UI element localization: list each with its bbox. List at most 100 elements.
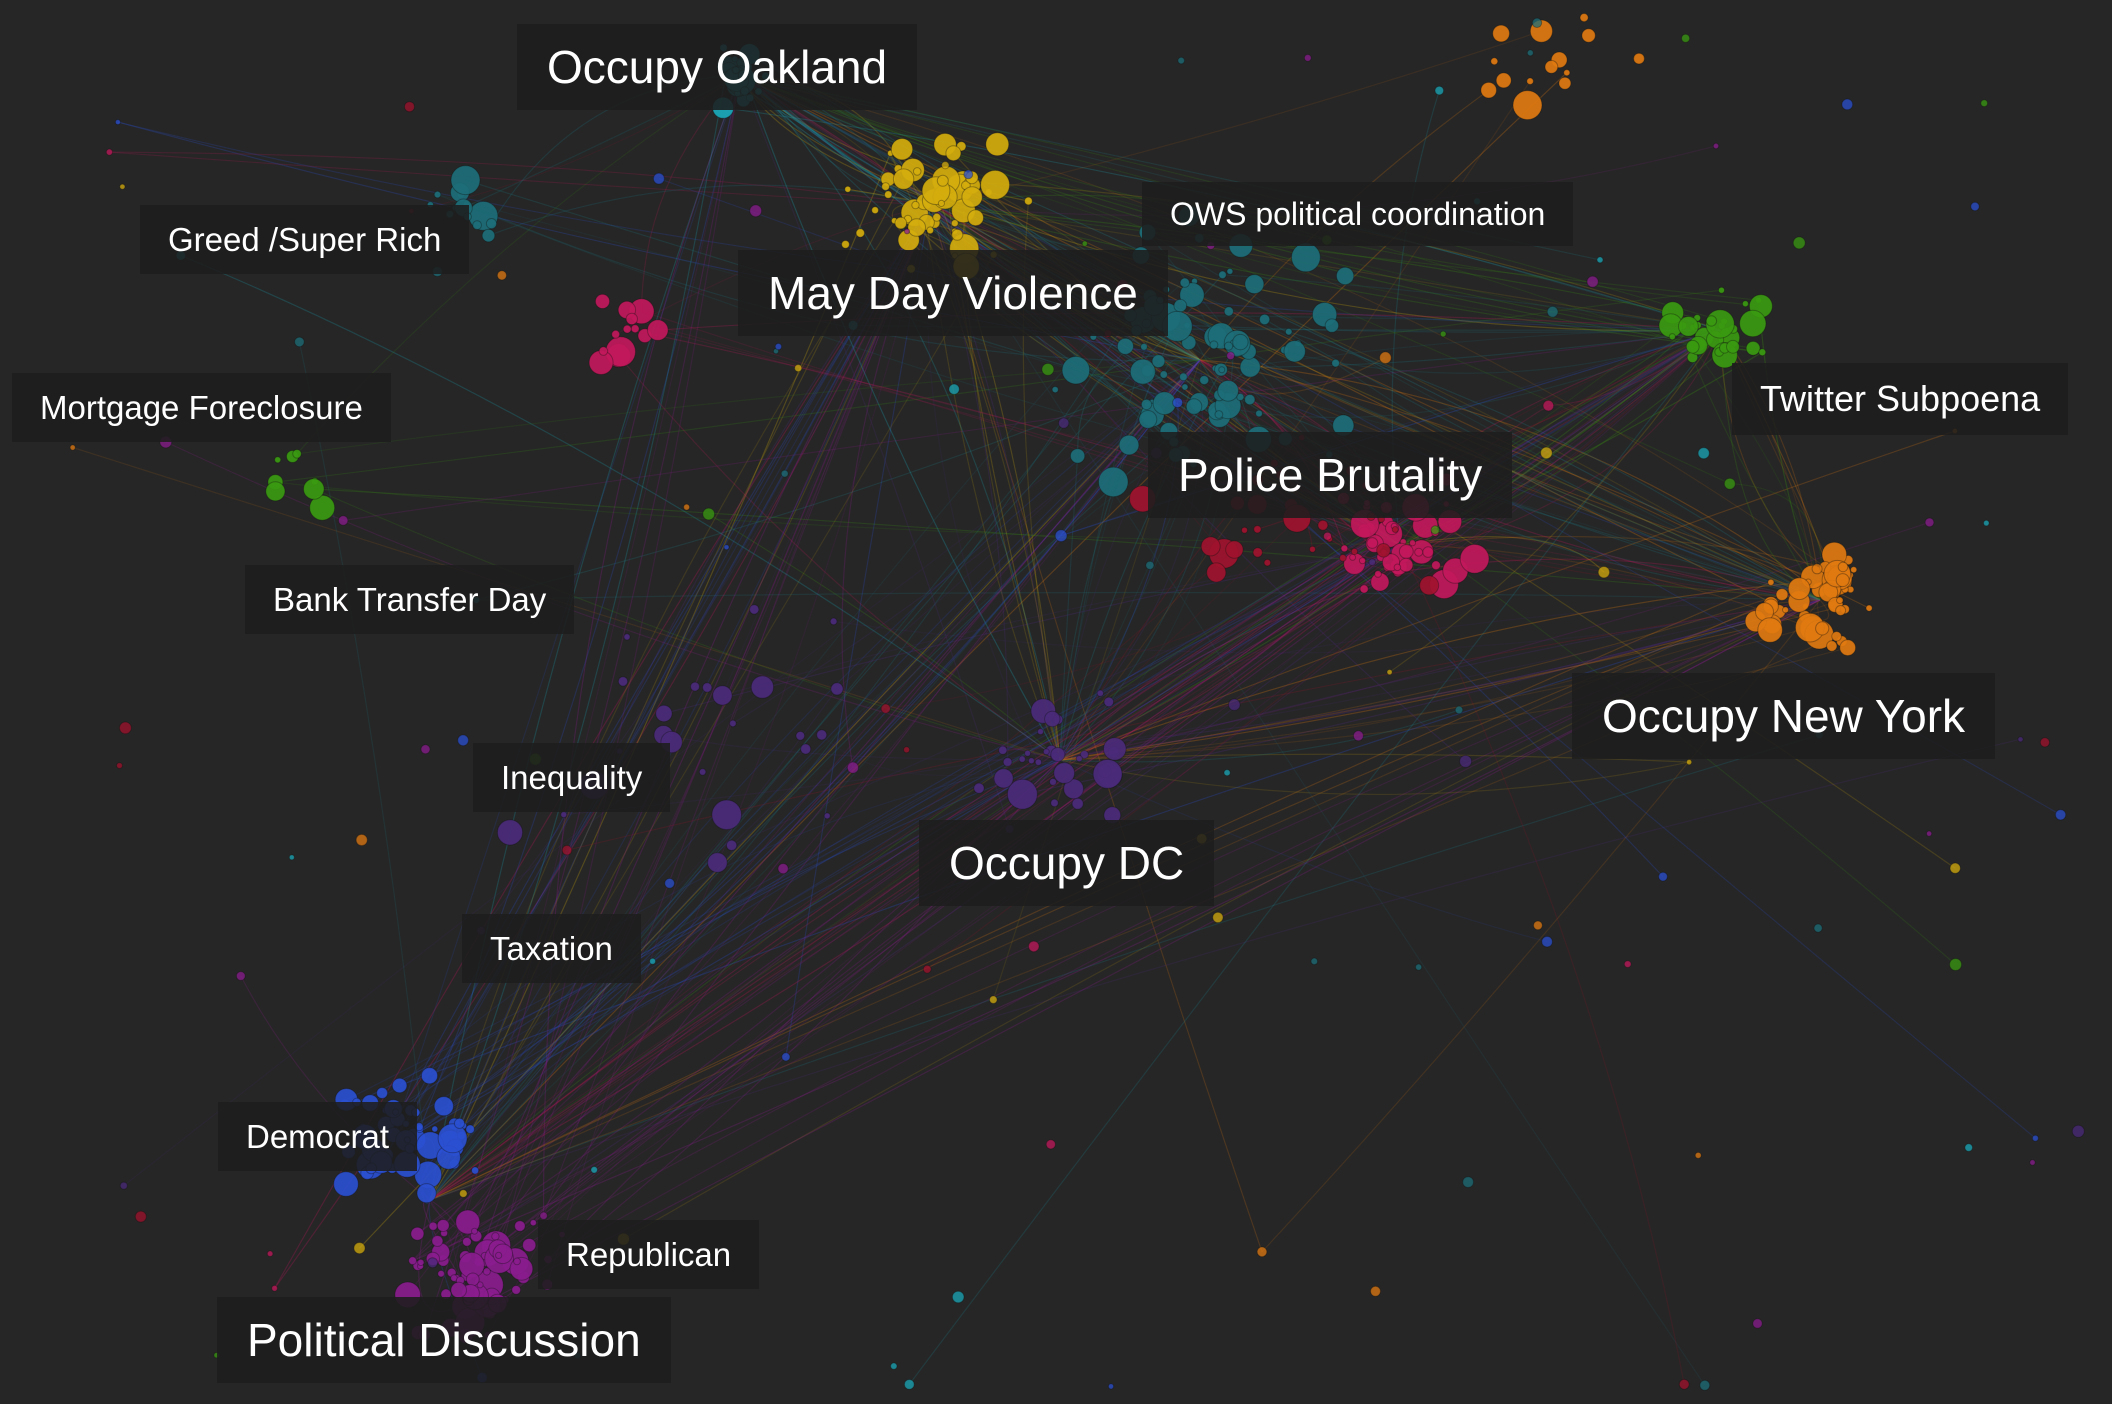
network-edge (1022, 599, 1821, 795)
network-node (1758, 348, 1767, 357)
network-edge (429, 520, 1451, 1201)
network-node (1712, 142, 1720, 150)
network-node (932, 212, 942, 222)
network-node (1024, 749, 1032, 757)
network-node (1546, 305, 1559, 318)
network-edge (373, 329, 1721, 1151)
network-edge (1399, 536, 1605, 573)
network-node (529, 1219, 537, 1227)
network-edge (497, 329, 1721, 1250)
network-node (816, 729, 828, 741)
network-node (1209, 340, 1219, 350)
network-edge (1719, 329, 1835, 592)
network-node (590, 1166, 599, 1174)
network-edge (406, 329, 1721, 1141)
network-node (998, 745, 1008, 755)
network-node (437, 1269, 445, 1278)
label-bank-transfer-day: Bank Transfer Day (245, 565, 575, 634)
network-node (496, 819, 524, 846)
network-edge (663, 734, 1061, 761)
network-node (513, 1257, 521, 1266)
network-edge (478, 329, 1721, 1263)
network-edge (429, 549, 1235, 1201)
network-node (1081, 240, 1088, 247)
network-node (774, 342, 783, 351)
network-node (598, 346, 609, 356)
network-edge (411, 544, 1401, 1137)
network-node (712, 685, 733, 706)
network-node (1263, 558, 1272, 567)
network-edge (929, 204, 1698, 319)
network-node (1391, 526, 1399, 533)
network-node (961, 186, 983, 208)
network-node (1200, 536, 1221, 557)
network-node (794, 364, 803, 373)
network-edge (725, 74, 1821, 601)
network-node (116, 762, 123, 769)
network-node (1841, 98, 1854, 111)
network-node (1678, 316, 1699, 337)
network-node (1419, 575, 1440, 596)
network-edge (890, 156, 931, 206)
network-edge (412, 759, 1061, 1262)
network-node (1480, 81, 1497, 99)
network-node (1409, 539, 1416, 547)
network-edge (476, 359, 1201, 601)
network-node (1118, 434, 1140, 456)
network-node (1422, 546, 1434, 558)
network-node (1623, 960, 1632, 968)
network-node (333, 1171, 359, 1197)
network-node (1212, 911, 1224, 924)
network-node (2031, 1134, 2039, 1142)
network-node (1359, 584, 1369, 594)
network-node (410, 1226, 425, 1241)
network-node (1826, 640, 1838, 652)
network-node (1181, 383, 1189, 391)
network-edge (472, 204, 931, 1280)
label-police-brutality: Police Brutality (1148, 432, 1513, 518)
network-edge (407, 359, 1201, 1296)
network-edge (1059, 605, 1806, 761)
network-node (433, 190, 442, 199)
network-node (1103, 737, 1127, 761)
network-node (622, 324, 632, 334)
network-node (780, 469, 789, 478)
network-node (1490, 57, 1499, 66)
network-edge (437, 194, 1821, 601)
network-edge (1084, 599, 1821, 756)
network-edge (658, 178, 1821, 601)
network-node (1837, 561, 1849, 573)
network-node (1376, 543, 1391, 558)
network-node (1526, 77, 1534, 85)
network-node (274, 456, 282, 464)
network-node (292, 449, 302, 459)
network-edge (959, 187, 1821, 601)
network-node (1129, 358, 1156, 385)
network-edge (1045, 721, 1085, 761)
network-node (1980, 99, 1989, 108)
label-ows-political-coordination: OWS political coordination (1142, 182, 1574, 246)
network-edge (739, 74, 1841, 579)
network-node (941, 161, 950, 170)
network-node (1310, 957, 1319, 966)
network-edge (429, 688, 838, 1201)
network-node (491, 1232, 500, 1241)
network-node (951, 1290, 965, 1304)
network-node (729, 719, 737, 728)
network-edge (437, 194, 1821, 601)
network-edge (423, 74, 741, 1335)
network-node (420, 744, 431, 755)
network-node (1226, 267, 1234, 275)
network-node (288, 854, 295, 861)
network-edge (663, 544, 1401, 715)
network-node (683, 503, 691, 511)
network-node (1454, 705, 1464, 715)
network-edge (1059, 759, 1548, 943)
network-node (890, 1362, 898, 1370)
label-republican: Republican (538, 1220, 760, 1289)
network-node (1179, 277, 1191, 288)
network-node (1179, 372, 1188, 382)
network-edge (1059, 709, 1460, 763)
network-node (1244, 274, 1265, 295)
network-node (353, 1242, 366, 1255)
